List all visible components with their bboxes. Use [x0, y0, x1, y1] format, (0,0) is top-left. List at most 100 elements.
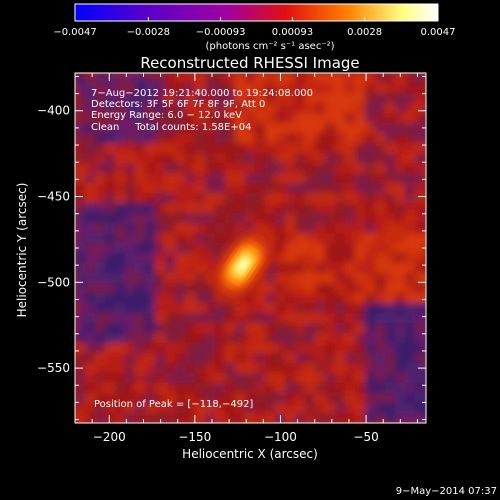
heatmap-cell — [295, 363, 306, 374]
heatmap-cell — [185, 273, 196, 284]
heatmap-cell — [115, 73, 126, 84]
x-tick-label: −50 — [353, 430, 378, 444]
heatmap-cell — [325, 143, 336, 154]
heatmap-cell — [215, 393, 226, 404]
heatmap-cell — [115, 113, 126, 124]
heatmap-cell — [305, 223, 316, 234]
heatmap-cell — [135, 353, 146, 364]
heatmap-cell — [285, 163, 296, 174]
heatmap-cell — [205, 233, 216, 244]
heatmap-cell — [225, 213, 236, 224]
heatmap-cell — [255, 113, 266, 124]
heatmap-cell — [135, 103, 146, 114]
heatmap-cell — [325, 253, 336, 264]
heatmap-cell — [405, 203, 416, 214]
heatmap-cell — [105, 133, 116, 144]
heatmap-cell — [215, 353, 226, 364]
heatmap-cell — [355, 103, 366, 114]
heatmap-cell — [295, 123, 306, 134]
heatmap-cell — [315, 263, 326, 274]
heatmap-cell — [225, 223, 236, 234]
heatmap-cell — [255, 283, 266, 294]
heatmap-cell — [115, 253, 126, 264]
heatmap-cell — [335, 163, 346, 174]
heatmap-cell — [265, 303, 276, 314]
heatmap-cell — [185, 353, 196, 364]
heatmap-cell — [415, 393, 426, 404]
heatmap-cell — [205, 243, 216, 254]
heatmap-cell — [195, 343, 206, 354]
heatmap-cell — [305, 313, 316, 324]
heatmap-cell — [285, 223, 296, 234]
heatmap-cell — [335, 283, 346, 294]
heatmap-cell — [205, 213, 216, 224]
heatmap-cell — [405, 323, 416, 334]
heatmap-cell — [375, 293, 386, 304]
heatmap-cell — [95, 303, 106, 314]
heatmap-cell — [205, 323, 216, 334]
heatmap-cell — [185, 343, 196, 354]
heatmap-cell — [345, 403, 356, 414]
heatmap-cell — [165, 243, 176, 254]
heatmap-cell — [345, 203, 356, 214]
heatmap-cell — [415, 213, 426, 224]
heatmap-cell — [375, 163, 386, 174]
heatmap-cell — [415, 233, 426, 244]
heatmap-cell — [85, 83, 96, 94]
heatmap-cell — [125, 113, 136, 124]
heatmap-cell — [105, 173, 116, 184]
heatmap-cell — [75, 163, 86, 174]
heatmap-cell — [285, 193, 296, 204]
heatmap-cell — [415, 223, 426, 234]
heatmap-cell — [85, 403, 96, 414]
heatmap-cell — [175, 83, 186, 94]
heatmap-cell — [245, 353, 256, 364]
heatmap-cell — [315, 73, 326, 84]
heatmap-cell — [365, 373, 376, 384]
heatmap-cell — [205, 223, 216, 234]
heatmap-cell — [145, 113, 156, 124]
heatmap-cell — [265, 83, 276, 94]
heatmap-cell — [175, 233, 186, 244]
heatmap-cell — [415, 83, 426, 94]
heatmap-cell — [175, 303, 186, 314]
heatmap-cell — [225, 113, 236, 124]
heatmap-cell — [395, 73, 406, 84]
colorbar-tick-label: 0.00093 — [272, 27, 313, 38]
heatmap-cell — [385, 293, 396, 304]
heatmap-cell — [255, 333, 266, 344]
heatmap-cell — [75, 353, 86, 364]
heatmap-cell — [395, 393, 406, 404]
heatmap-cell — [375, 283, 386, 294]
heatmap-cell — [85, 373, 96, 384]
heatmap-cell — [125, 83, 136, 94]
heatmap-cell — [305, 303, 316, 314]
heatmap-cell — [415, 323, 426, 334]
heatmap-cell — [365, 103, 376, 114]
heatmap-cell — [165, 363, 176, 374]
heatmap-cell — [125, 133, 136, 144]
heatmap-cell — [215, 313, 226, 324]
heatmap-cell — [115, 383, 126, 394]
heatmap-cell — [255, 413, 266, 423]
heatmap-cell — [95, 333, 106, 344]
heatmap-cell — [345, 273, 356, 284]
heatmap-cell — [375, 363, 386, 374]
heatmap-cell — [135, 73, 146, 84]
heatmap-cell — [425, 163, 426, 174]
heatmap-cell — [385, 223, 396, 234]
heatmap-cell — [215, 213, 226, 224]
heatmap-cell — [295, 103, 306, 114]
heatmap-cell — [85, 153, 96, 164]
heatmap-cell — [115, 163, 126, 174]
heatmap-cell — [235, 153, 246, 164]
heatmap-cell — [275, 283, 286, 294]
heatmap-cell — [295, 323, 306, 334]
heatmap-cell — [415, 143, 426, 154]
heatmap-cell — [335, 203, 346, 214]
heatmap-cell — [395, 413, 406, 423]
heatmap-cell — [365, 353, 376, 364]
heatmap-cell — [185, 93, 196, 104]
heatmap-cell — [195, 123, 206, 134]
heatmap-cell — [165, 143, 176, 154]
